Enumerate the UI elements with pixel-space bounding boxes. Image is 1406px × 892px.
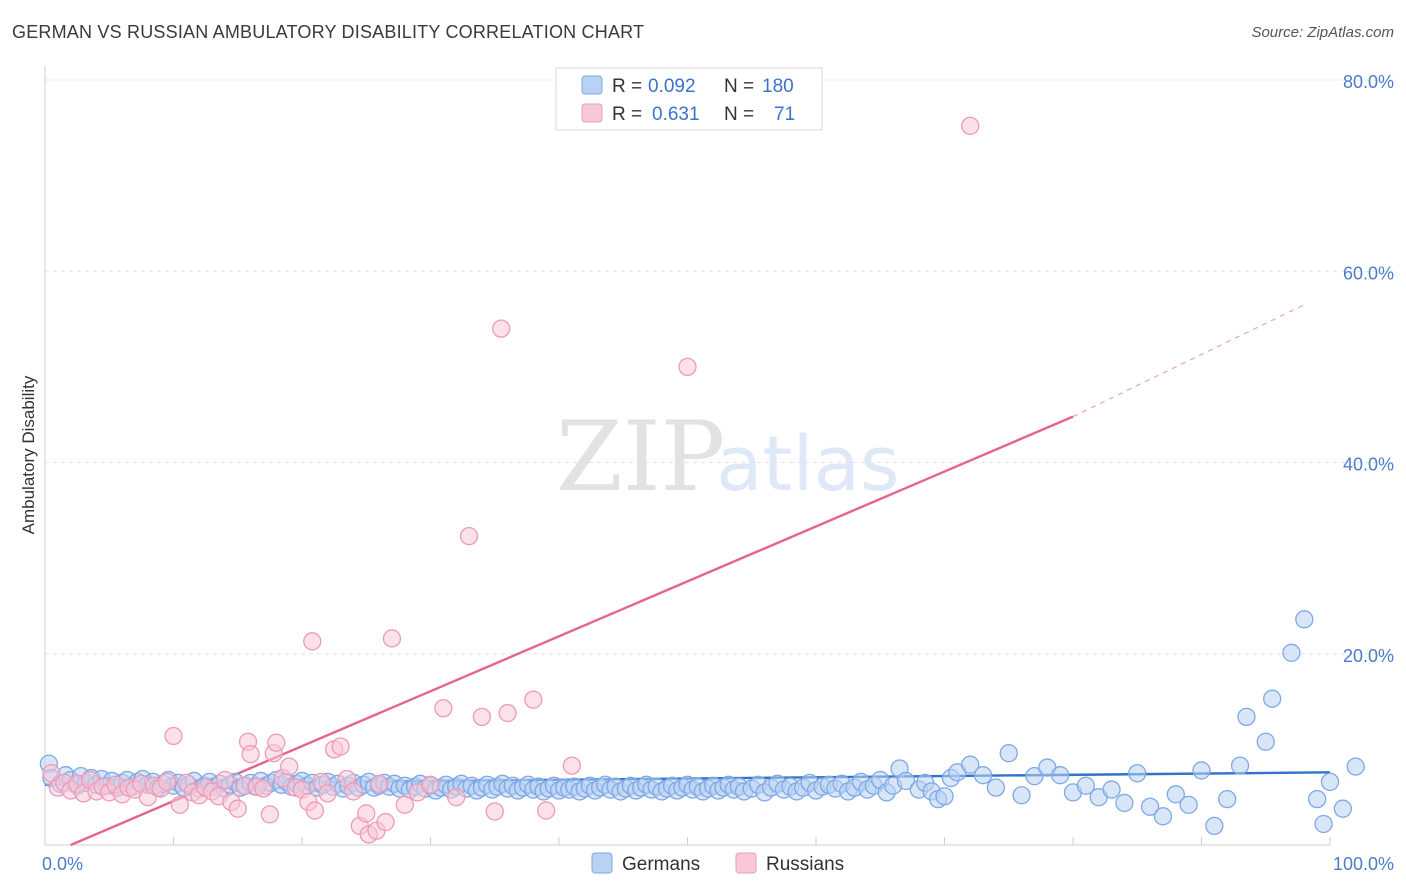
point-germans [1025, 767, 1044, 786]
legend-swatch-germans [581, 75, 603, 95]
point-germans [1295, 610, 1314, 629]
point-germans [1256, 732, 1275, 751]
point-russians [318, 784, 337, 803]
axes [44, 66, 1331, 846]
point-germans [1333, 799, 1352, 818]
watermark-atlas: atlas [716, 419, 900, 508]
bottom-legend-label-germans: Germans [622, 854, 700, 875]
point-germans [1179, 795, 1198, 814]
point-russians [459, 526, 479, 546]
point-russians [279, 757, 299, 776]
point-russians [472, 707, 492, 727]
point-germans [1218, 789, 1237, 809]
top-legend: R = 0.092 N = 180 R = 0.631 N = 71 [555, 67, 823, 131]
point-germans [1282, 643, 1301, 662]
point-russians [492, 319, 511, 338]
y-tick-label: 60.0% [1343, 263, 1394, 283]
point-germans [1230, 756, 1250, 775]
trend-lines [44, 304, 1331, 847]
point-germans [896, 771, 916, 791]
point-germans [1051, 766, 1070, 785]
point-russians [303, 632, 322, 651]
point-germans [935, 787, 954, 806]
chart-title: GERMAN VS RUSSIAN AMBULATORY DISABILITY … [12, 22, 645, 42]
watermark-zip: ZIP [556, 401, 725, 513]
bottom-legend-label-russians: Russians [766, 854, 844, 875]
x-tick-label-min: 0.0% [42, 854, 83, 874]
point-germans [1115, 793, 1134, 813]
point-russians [537, 801, 556, 820]
x-tick-label-max: 100.0% [1333, 854, 1394, 874]
point-germans [1320, 772, 1340, 792]
legend-r-label-germans: R = [612, 76, 642, 97]
point-germans [1192, 761, 1211, 780]
y-tick-label: 40.0% [1343, 455, 1394, 475]
y-axis-label: Ambulatory Disability [19, 375, 38, 534]
point-russians [678, 357, 697, 377]
point-russians [395, 795, 414, 814]
trend-extension-russians [1072, 304, 1305, 418]
point-russians [376, 812, 395, 832]
point-russians [434, 699, 453, 718]
y-tick-labels: 20.0% 40.0% 60.0% 80.0% [1343, 72, 1394, 666]
point-germans [1140, 797, 1160, 816]
point-russians [344, 782, 363, 801]
legend-n-label-russians: N = [724, 104, 754, 125]
legend-r-value-germans: 0.092 [648, 76, 696, 97]
point-germans [961, 755, 980, 774]
y-tick-label: 80.0% [1343, 72, 1394, 92]
point-russians [157, 772, 177, 792]
point-russians [357, 804, 376, 823]
legend-r-value-russians: 0.631 [652, 104, 700, 125]
point-germans [1314, 814, 1333, 834]
point-russians [241, 745, 260, 764]
point-russians [369, 774, 389, 793]
point-germans [1153, 807, 1173, 826]
point-germans [1076, 776, 1095, 795]
legend-n-value-russians: 71 [774, 104, 795, 125]
legend-swatch-russians [581, 103, 603, 123]
point-russians [498, 703, 517, 723]
legend-r-label-russians: R = [612, 104, 642, 125]
point-germans [973, 766, 993, 785]
point-russians [382, 629, 402, 648]
point-russians [485, 802, 504, 821]
point-germans [1166, 785, 1185, 804]
point-germans [1263, 689, 1282, 708]
point-russians [961, 116, 980, 136]
point-russians [305, 801, 325, 820]
point-russians [421, 775, 440, 794]
series-russians-points [42, 116, 980, 844]
bottom-legend: Germans Russians [591, 852, 844, 875]
point-germans [999, 744, 1018, 763]
point-russians [215, 770, 235, 790]
point-russians [331, 737, 350, 756]
point-germans [1205, 816, 1224, 836]
y-tick-label: 20.0% [1343, 646, 1394, 666]
point-germans [1012, 786, 1031, 805]
point-russians [562, 756, 581, 775]
point-russians [170, 795, 190, 814]
legend-n-label-germans: N = [724, 76, 754, 97]
point-germans [1346, 757, 1365, 776]
point-russians [228, 799, 247, 818]
legend-n-value-germans: 180 [762, 76, 794, 97]
point-russians [260, 805, 280, 824]
point-russians [254, 779, 273, 798]
point-russians [524, 690, 543, 709]
bottom-legend-swatch-russians [735, 852, 757, 874]
point-russians [267, 733, 286, 752]
point-russians [447, 788, 466, 807]
point-germans [1102, 780, 1121, 799]
point-germans [1237, 707, 1256, 727]
point-germans [986, 778, 1006, 797]
source-note: Source: ZipAtlas.com [1251, 24, 1394, 41]
bottom-legend-swatch-germans [591, 852, 613, 874]
point-germans [1308, 789, 1327, 809]
point-russians [164, 726, 183, 746]
point-germans [1128, 764, 1147, 783]
